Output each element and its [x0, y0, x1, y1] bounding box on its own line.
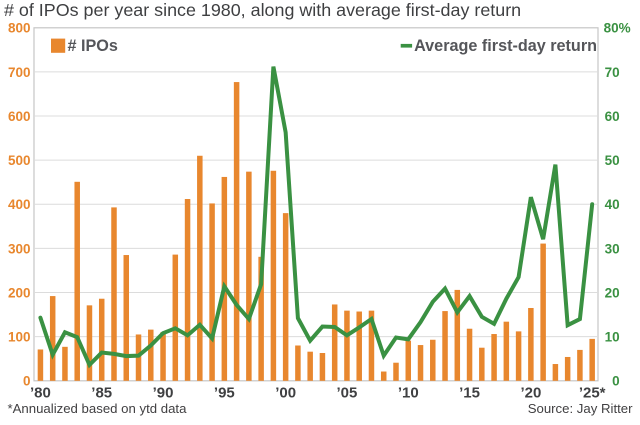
svg-text:700: 700	[8, 65, 31, 80]
svg-text:’95: ’95	[214, 385, 235, 402]
svg-text:’80: ’80	[30, 385, 51, 402]
svg-text:70: 70	[605, 65, 620, 80]
svg-text:’00: ’00	[275, 385, 296, 402]
svg-text:# of IPOs per year since 1980,: # of IPOs per year since 1980, along wit…	[4, 0, 521, 20]
svg-text:’05: ’05	[337, 385, 358, 402]
svg-text:30: 30	[605, 241, 620, 256]
svg-text:800: 800	[8, 21, 31, 36]
svg-text:10: 10	[605, 330, 620, 345]
svg-text:50: 50	[605, 153, 620, 168]
svg-text:’85: ’85	[91, 385, 112, 402]
svg-text:200: 200	[8, 285, 31, 300]
svg-text:*Annualized based on ytd data: *Annualized based on ytd data	[8, 401, 188, 416]
svg-text:60: 60	[605, 109, 620, 124]
svg-text:0: 0	[612, 374, 620, 389]
svg-text:20: 20	[605, 285, 620, 300]
svg-text:40: 40	[605, 197, 620, 212]
svg-text:’15: ’15	[459, 385, 480, 402]
svg-text:Average first-day return: Average first-day return	[414, 37, 597, 55]
svg-text:0: 0	[23, 374, 31, 389]
svg-text:# IPOs: # IPOs	[68, 37, 118, 55]
svg-text:100: 100	[8, 330, 31, 345]
svg-text:500: 500	[8, 153, 31, 168]
svg-text:Source: Jay Ritter: Source: Jay Ritter	[528, 401, 633, 416]
svg-text:’20: ’20	[520, 385, 541, 402]
svg-text:’10: ’10	[398, 385, 419, 402]
svg-text:300: 300	[8, 241, 31, 256]
svg-text:400: 400	[8, 197, 31, 212]
svg-text:80%: 80%	[604, 21, 631, 36]
svg-text:’25*: ’25*	[579, 385, 606, 402]
svg-text:’90: ’90	[153, 385, 174, 402]
svg-text:600: 600	[8, 109, 31, 124]
